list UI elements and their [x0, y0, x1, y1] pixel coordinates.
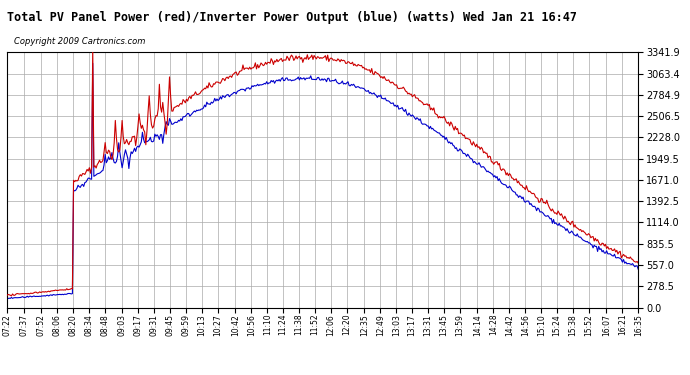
Text: Total PV Panel Power (red)/Inverter Power Output (blue) (watts) Wed Jan 21 16:47: Total PV Panel Power (red)/Inverter Powe… [7, 11, 577, 24]
Text: Copyright 2009 Cartronics.com: Copyright 2009 Cartronics.com [14, 38, 145, 46]
